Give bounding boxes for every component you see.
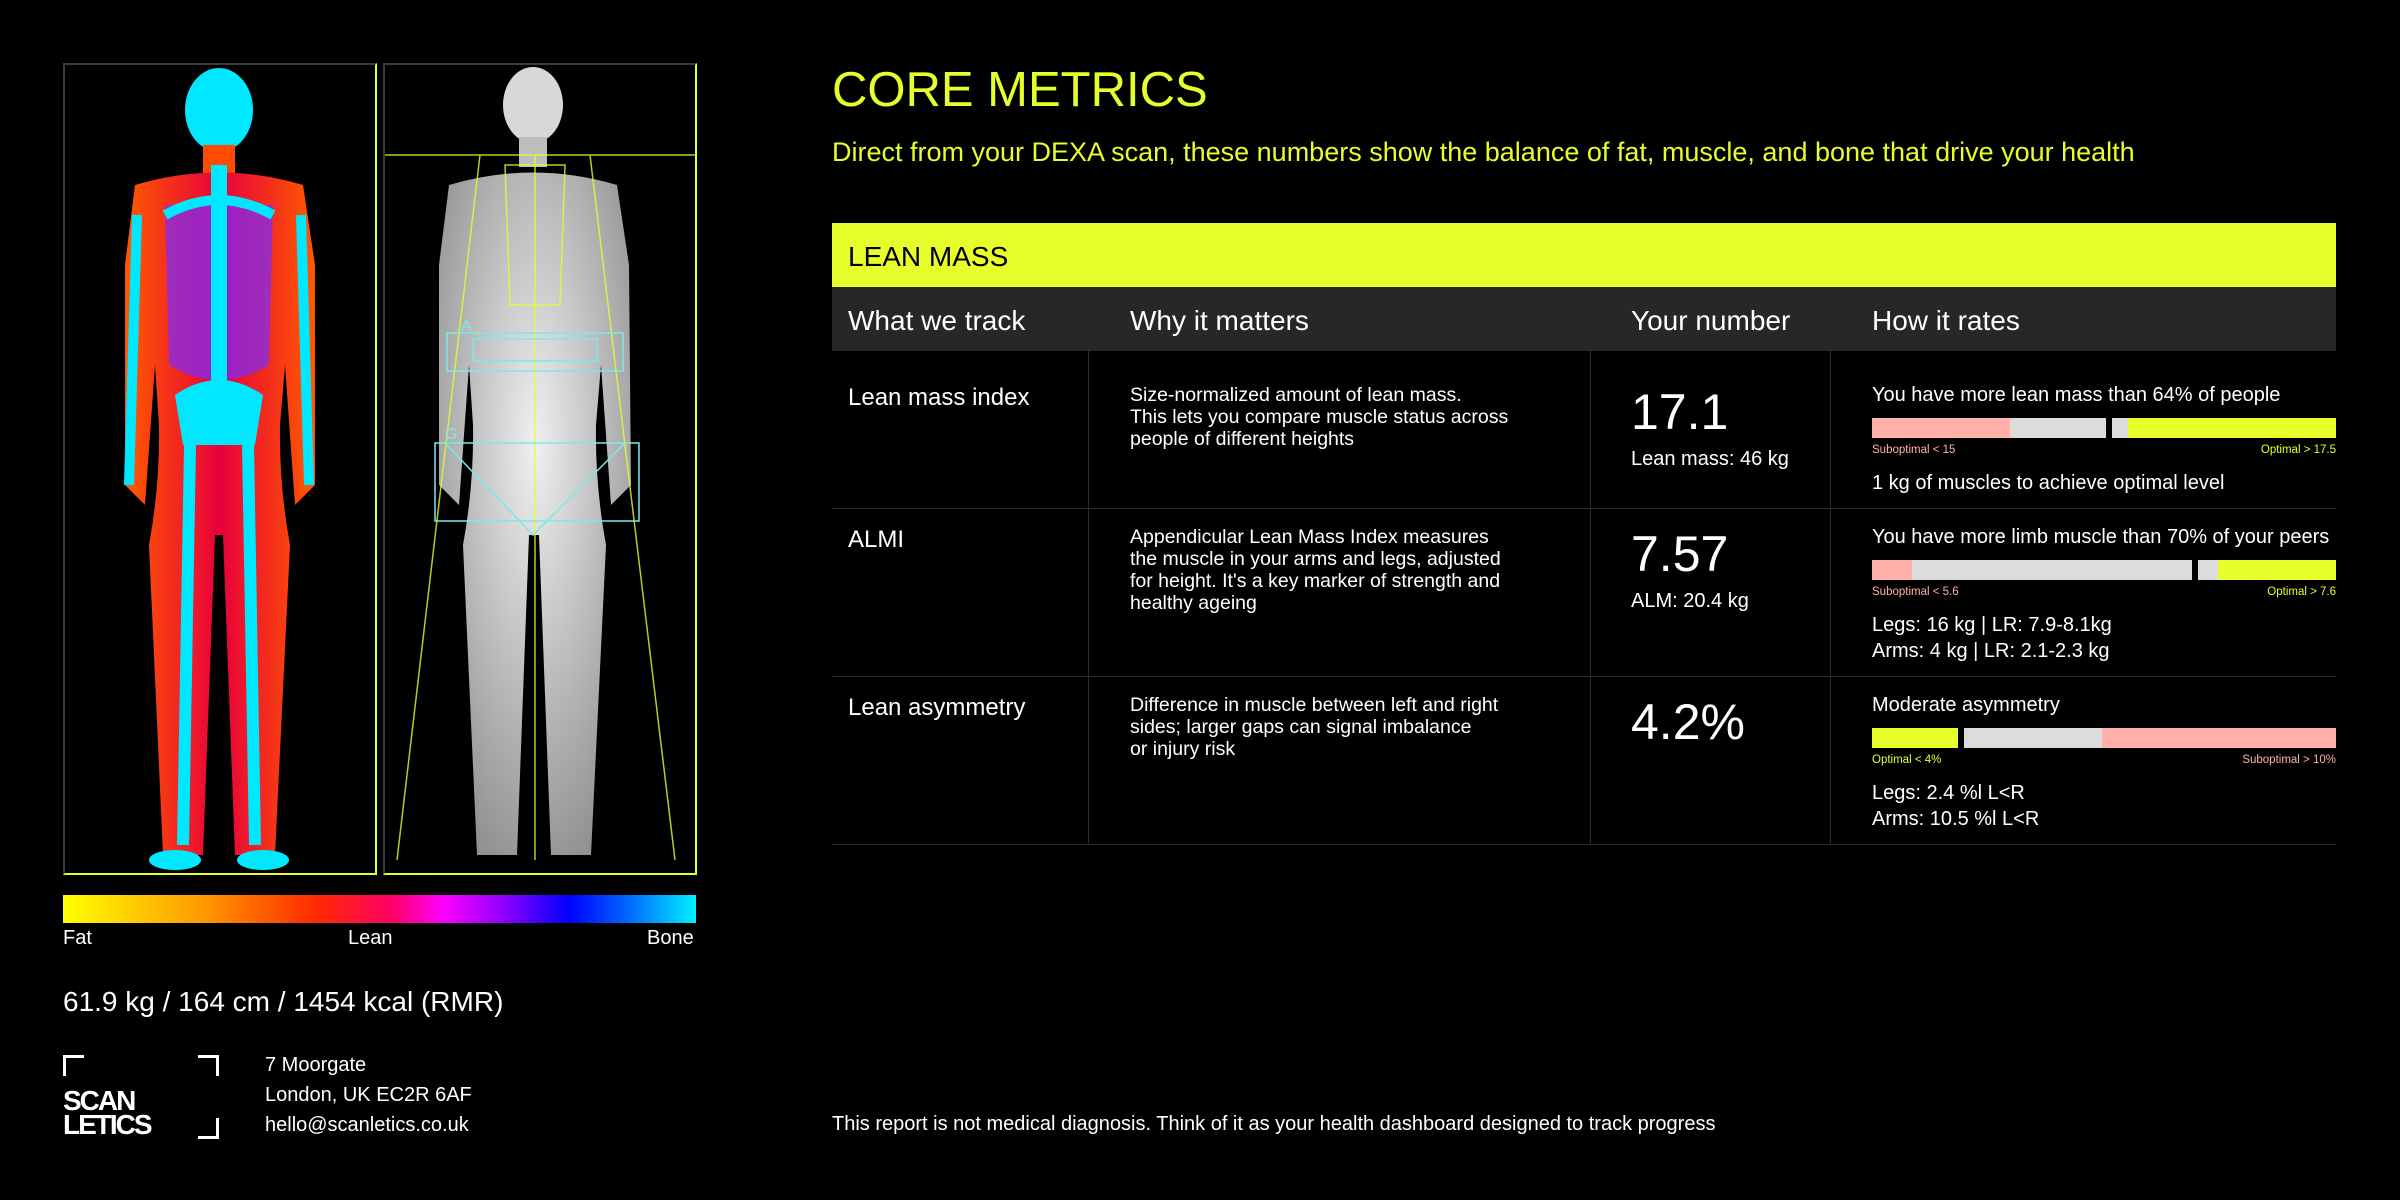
fat-lean-bone-color-scale bbox=[63, 895, 696, 923]
rating-left-label: Suboptimal < 5.6 bbox=[1872, 586, 1959, 598]
header-what-we-track: What we track bbox=[848, 305, 1026, 336]
header-your-number: Your number bbox=[1631, 305, 1791, 336]
row-divider bbox=[832, 844, 2336, 845]
xray-body-figure: A G bbox=[385, 67, 695, 861]
body-stats: 61.9 kg / 164 cm / 1454 kcal (RMR) bbox=[63, 986, 504, 1017]
scale-label-lean: Lean bbox=[348, 927, 393, 949]
address-line-1: 7 Moorgate bbox=[265, 1054, 367, 1076]
header-why-it-matters: Why it matters bbox=[1130, 305, 1309, 336]
contact-email-link[interactable]: hello@scanletics.co.uk bbox=[265, 1114, 469, 1136]
logo-text-line-1: SCAN bbox=[63, 1085, 136, 1116]
column-divider bbox=[1830, 351, 1831, 844]
scale-label-fat: Fat bbox=[63, 927, 92, 949]
scanletics-logo: SCAN LETICS bbox=[63, 1055, 219, 1139]
section-title: LEAN MASS bbox=[848, 241, 1009, 272]
metric-value: 17.1 bbox=[1631, 384, 1729, 440]
logo-text-line-2: LETICS bbox=[63, 1109, 153, 1140]
metric-name: Lean mass index bbox=[848, 384, 1030, 411]
rating-right-label: Suboptimal > 10% bbox=[2242, 754, 2336, 766]
rating-right-label: Optimal > 7.6 bbox=[2267, 586, 2336, 598]
row-divider bbox=[832, 508, 2336, 509]
column-divider bbox=[1590, 351, 1591, 844]
rating-right-label: Optimal > 17.5 bbox=[2260, 444, 2336, 456]
row-divider bbox=[832, 676, 2336, 677]
scale-label-bone: Bone bbox=[647, 927, 694, 949]
region-a-label: A bbox=[461, 318, 472, 335]
color-body-figure bbox=[124, 68, 315, 870]
rating-left-label: Optimal < 4% bbox=[1872, 754, 1942, 766]
metric-value: 7.57 bbox=[1631, 526, 1729, 582]
metric-sub-value: ALM: 20.4 kg bbox=[1631, 590, 1749, 612]
color-body-scan-image bbox=[63, 63, 377, 875]
rating-detail: 1 kg of muscles to achieve optimal level bbox=[1872, 472, 2225, 494]
metric-why: Appendicular Lean Mass Index measures th… bbox=[1130, 526, 1501, 614]
rating-detail: Legs: 16 kg | LR: 7.9-8.1kg Arms: 4 kg |… bbox=[1872, 614, 2112, 662]
rating-headline: You have more limb muscle than 70% of yo… bbox=[1872, 526, 2330, 548]
xray-body-scan-image: A G bbox=[383, 63, 697, 875]
rating-headline: Moderate asymmetry bbox=[1872, 694, 2060, 716]
disclaimer-text: This report is not medical diagnosis. Th… bbox=[832, 1113, 1716, 1135]
rating-left-label: Suboptimal < 15 bbox=[1872, 444, 1956, 456]
page-title: CORE METRICS bbox=[832, 63, 1208, 117]
region-g-label: G bbox=[445, 426, 457, 443]
table-header-row: What we track Why it matters Your number… bbox=[832, 287, 2336, 351]
metric-why: Size-normalized amount of lean mass. Thi… bbox=[1130, 384, 1509, 450]
section-header-lean-mass: LEAN MASS bbox=[832, 223, 2336, 287]
metric-why: Difference in muscle between left and ri… bbox=[1130, 694, 1499, 760]
address-line-2: London, UK EC2R 6AF bbox=[265, 1084, 472, 1106]
rating-detail: Legs: 2.4 %l L<R Arms: 10.5 %l L<R bbox=[1872, 782, 2040, 830]
rating-headline: You have more lean mass than 64% of peop… bbox=[1872, 384, 2281, 406]
page-subtitle: Direct from your DEXA scan, these number… bbox=[832, 137, 2135, 167]
header-how-it-rates: How it rates bbox=[1872, 305, 2020, 336]
column-divider bbox=[1088, 351, 1089, 844]
metric-sub-value: Lean mass: 46 kg bbox=[1631, 448, 1789, 470]
metric-name: Lean asymmetry bbox=[848, 694, 1026, 721]
metric-name: ALMI bbox=[848, 526, 905, 553]
metric-value: 4.2% bbox=[1631, 694, 1745, 750]
